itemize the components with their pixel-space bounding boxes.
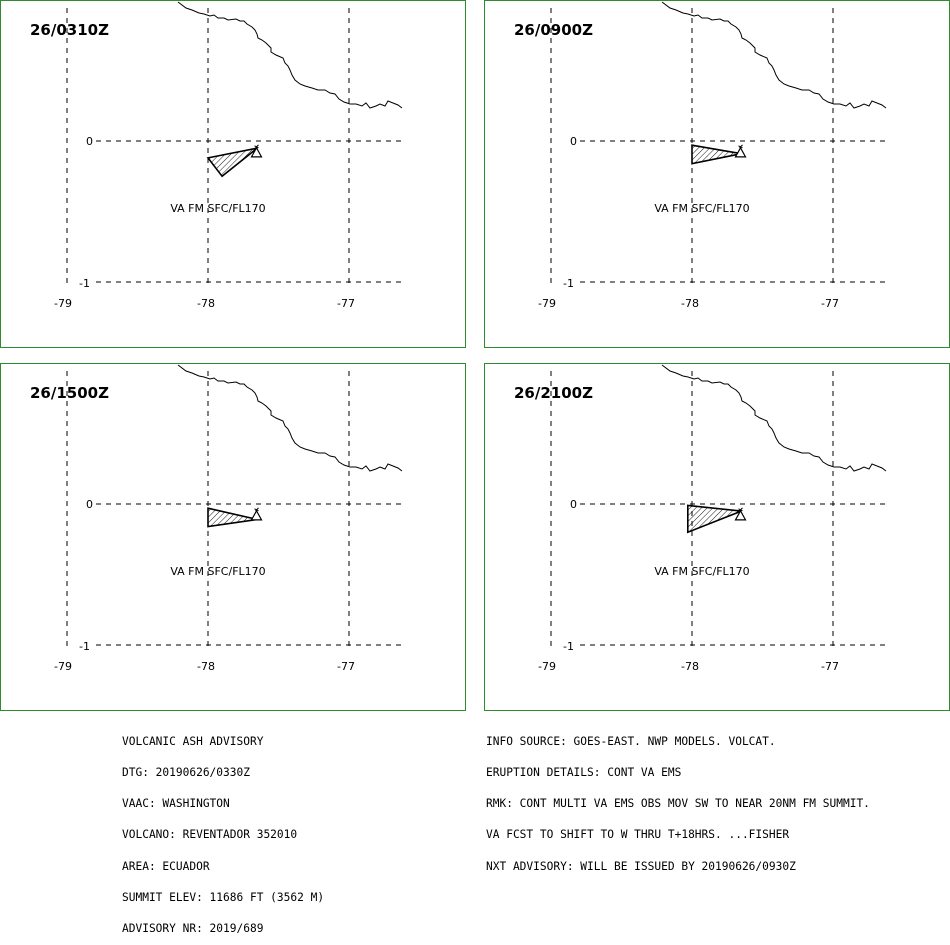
ash-level-caption: VA FM SFC/FL170: [170, 565, 265, 578]
panel-time: 26/0900Z: [514, 21, 593, 39]
advisory-line: NXT ADVISORY: WILL BE ISSUED BY 20190626…: [486, 859, 796, 873]
ash-cloud-polygon: [206, 147, 258, 178]
advisory-line: VAAC: WASHINGTON: [122, 797, 230, 811]
volcano-plume: [739, 507, 743, 512]
ash-cloud-polygon: [691, 144, 742, 165]
advisory-details-block: INFO SOURCE: GOES-EAST. NWP MODELS. VOLC…: [486, 716, 870, 883]
ash-level-caption: VA FM SFC/FL170: [170, 202, 265, 215]
volcano-triangle: [734, 146, 747, 158]
panel-time: 26/2100Z: [514, 384, 593, 402]
advisory-line: VA FCST TO SHIFT TO W THRU T+18HRS. ...F…: [486, 828, 790, 842]
panel-time: 26/0310Z: [30, 21, 109, 39]
coastline-path: [661, 364, 887, 472]
forecast-panel-3: 26/1500Z VA FM SFC/FL170 0 -1 -79 -78 -7…: [0, 363, 466, 711]
volcano-icon: [734, 144, 747, 158]
forecast-panel-4: 26/2100Z VA FM SFC/FL170 0 -1 -79 -78 -7…: [484, 363, 950, 711]
ash-level-caption: VA FM SFC/FL170: [654, 202, 749, 215]
forecast-panel-1: 26/0310Z VA FM SFC/FL170 0 -1 -79 -78 -7…: [0, 0, 466, 348]
coastline: [177, 364, 403, 472]
map-svg: 26/0310Z VA FM SFC/FL170 0 -1 -79 -78 -7…: [0, 0, 466, 348]
lon-label-79: -79: [54, 660, 72, 673]
map-svg: 26/0900Z VA FM SFC/FL170 0 -1 -79 -78 -7…: [484, 0, 950, 348]
lon-label-77: -77: [337, 660, 355, 673]
volcano-icon: [734, 507, 747, 521]
volcano-icon: [250, 507, 263, 521]
ash-cloud-polygon: [207, 507, 258, 528]
advisory-line: INFO SOURCE: GOES-EAST. NWP MODELS. VOLC…: [486, 734, 776, 748]
panel-border: [484, 363, 950, 711]
advisory-line: ADVISORY NR: 2019/689: [122, 922, 264, 936]
coastline-path: [177, 364, 403, 472]
lon-label-77: -77: [337, 297, 355, 310]
advisory-line: VOLCANIC ASH ADVISORY: [122, 734, 264, 748]
volcano-plume: [255, 144, 259, 149]
advisory-line: SUMMIT ELEV: 11686 FT (3562 M): [122, 890, 325, 904]
coastline-path: [661, 1, 887, 109]
lon-label-79: -79: [538, 660, 556, 673]
coastline-path: [177, 1, 403, 109]
panel-time: 26/1500Z: [30, 384, 109, 402]
advisory-line: VOLCANO: REVENTADOR 352010: [122, 828, 298, 842]
volcano-triangle: [734, 509, 747, 521]
lon-label-79: -79: [54, 297, 72, 310]
lon-label-77: -77: [821, 297, 839, 310]
lon-label-78: -78: [197, 660, 215, 673]
ash-cloud-polygon: [687, 504, 742, 534]
panel-border: [0, 363, 466, 711]
forecast-panel-2: 26/0900Z VA FM SFC/FL170 0 -1 -79 -78 -7…: [484, 0, 950, 348]
panel-border: [484, 0, 950, 348]
graticule: [550, 8, 888, 287]
ash-polygon-shape: [691, 144, 742, 165]
volcano-icon: [250, 144, 263, 158]
lat-label-minus1: -1: [79, 277, 90, 290]
map-svg: 26/1500Z VA FM SFC/FL170 0 -1 -79 -78 -7…: [0, 363, 466, 711]
graticule: [66, 8, 404, 287]
advisory-line: ERUPTION DETAILS: CONT VA EMS: [486, 766, 682, 780]
advisory-line: AREA: ECUADOR: [122, 859, 210, 873]
lon-label-78: -78: [197, 297, 215, 310]
lat-label-0: 0: [570, 498, 577, 511]
lat-label-minus1: -1: [563, 277, 574, 290]
map-svg: 26/2100Z VA FM SFC/FL170 0 -1 -79 -78 -7…: [484, 363, 950, 711]
volcano-plume: [739, 144, 743, 149]
volcano-plume: [255, 507, 259, 512]
lat-label-0: 0: [86, 498, 93, 511]
ash-polygon-shape: [206, 147, 258, 178]
lat-label-0: 0: [570, 135, 577, 148]
lon-label-78: -78: [681, 660, 699, 673]
coastline: [661, 364, 887, 472]
lon-label-77: -77: [821, 660, 839, 673]
volcano-triangle: [250, 509, 263, 521]
coastline: [177, 1, 403, 109]
ash-polygon-shape: [687, 504, 742, 534]
graticule: [550, 371, 888, 650]
lat-label-minus1: -1: [563, 640, 574, 653]
lon-label-78: -78: [681, 297, 699, 310]
graticule: [66, 371, 404, 650]
lon-label-79: -79: [538, 297, 556, 310]
lat-label-minus1: -1: [79, 640, 90, 653]
advisory-line: RMK: CONT MULTI VA EMS OBS MOV SW TO NEA…: [486, 797, 870, 811]
ash-level-caption: VA FM SFC/FL170: [654, 565, 749, 578]
ash-polygon-shape: [207, 507, 258, 528]
advisory-header-block: VOLCANIC ASH ADVISORY DTG: 20190626/0330…: [122, 716, 324, 945]
lat-label-0: 0: [86, 135, 93, 148]
advisory-line: DTG: 20190626/0330Z: [122, 766, 250, 780]
panel-border: [0, 0, 466, 348]
coastline: [661, 1, 887, 109]
volcano-triangle: [250, 146, 263, 158]
